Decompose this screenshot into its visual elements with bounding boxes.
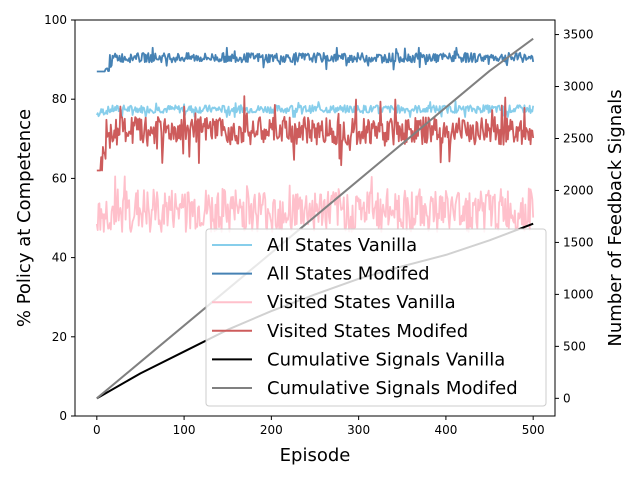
y-tick-label-left-1: 20 — [52, 330, 67, 344]
y-tick-label-right-5: 2500 — [563, 131, 594, 145]
series-line-visited-states-modifed — [96, 95, 535, 172]
legend-label-5: Cumulative Signals Modifed — [267, 378, 518, 399]
y-tick-label-left-4: 80 — [52, 92, 67, 106]
y-tick-label-left-2: 40 — [52, 251, 67, 265]
y-tick-label-right-0: 0 — [563, 391, 571, 405]
series-line-all-states-modifed — [96, 46, 535, 73]
series-line-visited-states-vanilla — [95, 175, 535, 233]
legend-label-2: Visited States Vanilla — [267, 292, 456, 313]
x-tick-label-0: 0 — [93, 423, 101, 437]
y-tick-label-left-3: 60 — [52, 171, 67, 185]
y-tick-label-right-2: 1000 — [563, 287, 594, 301]
y-axis-label-left: % Policy at Competence — [14, 109, 35, 327]
x-axis-label: Episode — [280, 445, 351, 466]
legend-label-1: All States Modifed — [267, 264, 430, 285]
series-line-cumulative-signals-modifed — [96, 37, 534, 400]
y-tick-label-right-3: 1500 — [563, 235, 594, 249]
y-tick-label-right-1: 500 — [563, 339, 586, 353]
y-axis-label-right: Number of Feedback Signals — [605, 89, 626, 346]
y-tick-label-right-4: 2000 — [563, 183, 594, 197]
axes-layer: 0 100 200 300 400 500020406080100050010001500… — [44, 13, 593, 437]
y-tick-label-left-0: 0 — [59, 409, 67, 423]
x-tick-label-2: 200 — [260, 423, 283, 437]
legend-label-3: Visited States Modifed — [267, 321, 468, 342]
y-tick-label-right-6: 3000 — [563, 80, 594, 94]
plot-area — [74, 19, 556, 417]
x-tick-label-5: 500 — [522, 423, 545, 437]
x-tick-label-1: 100 — [173, 423, 196, 437]
x-tick-label-4: 400 — [434, 423, 457, 437]
legend-label-4: Cumulative Signals Vanilla — [267, 349, 505, 370]
legend: All States Vanilla All States Modifed Visi… — [205, 228, 547, 407]
y-tick-label-left-5: 100 — [44, 13, 67, 27]
legend-box — [205, 228, 547, 407]
legend-label-0: All States Vanilla — [267, 235, 417, 256]
y-tick-label-right-7: 3500 — [563, 28, 594, 42]
series-line-all-states-vanilla — [96, 100, 535, 118]
x-tick-label-3: 300 — [347, 423, 370, 437]
